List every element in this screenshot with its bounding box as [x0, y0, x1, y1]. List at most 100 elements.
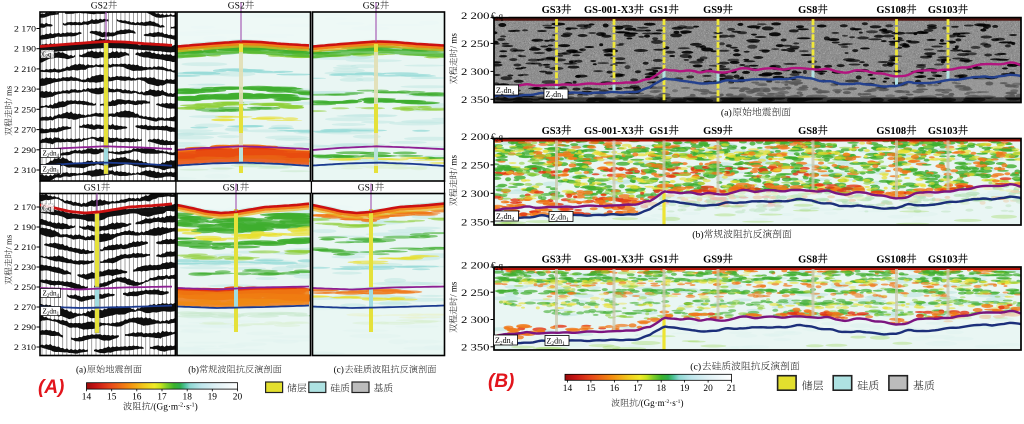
svg-text:(b): (b) [188, 365, 199, 375]
svg-text:(B): (B) [488, 371, 514, 392]
svg-text:(A): (A) [38, 377, 64, 398]
svg-text:GS8: GS8 [798, 5, 817, 16]
svg-text:2 310: 2 310 [14, 165, 37, 175]
svg-text:2 230: 2 230 [14, 84, 37, 94]
svg-text:GS2: GS2 [228, 2, 245, 12]
svg-text:GS3: GS3 [542, 5, 561, 16]
svg-text:GS-001-X3: GS-001-X3 [584, 126, 634, 137]
svg-text:(b): (b) [692, 230, 703, 241]
svg-text:GS-001-X3: GS-001-X3 [584, 5, 634, 16]
svg-text:2 170: 2 170 [14, 202, 37, 212]
svg-text:GS2: GS2 [363, 2, 380, 12]
svg-text:Z2dn4: Z2dn4 [496, 212, 515, 223]
svg-text:2 250: 2 250 [14, 104, 37, 114]
svg-text:2 200: 2 200 [461, 261, 490, 272]
svg-text:GS103: GS103 [928, 5, 958, 16]
svg-text:Z2dn4: Z2dn4 [495, 336, 514, 347]
svg-text:GS8: GS8 [798, 255, 817, 266]
svg-text:21: 21 [727, 384, 737, 394]
svg-text:2 250: 2 250 [461, 161, 490, 172]
svg-text:GS9: GS9 [703, 5, 722, 16]
svg-text:GS1: GS1 [223, 184, 240, 194]
svg-text:2 300: 2 300 [461, 67, 490, 78]
svg-text:Z2dn1: Z2dn1 [43, 166, 60, 176]
svg-text:17: 17 [633, 384, 643, 394]
svg-text:Z2dn4: Z2dn4 [43, 290, 60, 300]
svg-text:16: 16 [132, 393, 142, 403]
svg-text:2 210: 2 210 [14, 242, 37, 252]
svg-text:€2q: €2q [491, 260, 504, 271]
svg-text:2 210: 2 210 [14, 64, 37, 74]
svg-text:(a): (a) [721, 108, 732, 119]
svg-text:/(Gg·m-2·s-1): /(Gg·m-2·s-1) [151, 402, 198, 413]
svg-text:GS108: GS108 [876, 255, 906, 266]
svg-text:2 250: 2 250 [461, 39, 490, 50]
svg-text:2 300: 2 300 [461, 189, 490, 200]
svg-text:2 270: 2 270 [14, 125, 37, 135]
svg-text:2 190: 2 190 [14, 222, 37, 232]
svg-text:GS108: GS108 [876, 5, 906, 16]
svg-text:GS9: GS9 [703, 255, 722, 266]
svg-text:/ ms: / ms [4, 85, 14, 100]
svg-text:€2q: €2q [42, 51, 52, 60]
svg-text:/ ms: / ms [449, 154, 459, 170]
svg-text:2 250: 2 250 [14, 282, 37, 292]
svg-text:€2q: €2q [491, 132, 504, 143]
svg-text:Z2dn1: Z2dn1 [546, 90, 565, 101]
svg-text:17: 17 [157, 393, 167, 403]
svg-text:14: 14 [82, 393, 92, 403]
svg-text:/ ms: / ms [449, 33, 459, 49]
svg-text:2 200: 2 200 [461, 132, 490, 143]
svg-text:2 250: 2 250 [461, 288, 490, 299]
svg-text:Z2dn4: Z2dn4 [496, 86, 515, 97]
svg-text:2 200: 2 200 [461, 11, 490, 22]
svg-text:18: 18 [657, 384, 667, 394]
svg-text:GS1: GS1 [649, 126, 668, 137]
svg-text:GS3: GS3 [542, 126, 561, 137]
svg-text:16: 16 [610, 384, 620, 394]
svg-text:2 170: 2 170 [14, 24, 37, 34]
svg-text:GS1: GS1 [358, 184, 375, 194]
svg-text:2 290: 2 290 [14, 145, 37, 155]
svg-text:2 300: 2 300 [461, 315, 490, 326]
svg-text:Z2dn1: Z2dn1 [551, 213, 570, 224]
svg-text:GS8: GS8 [798, 126, 817, 137]
svg-text:19: 19 [208, 393, 218, 403]
svg-text:2 350: 2 350 [461, 95, 490, 106]
svg-text:15: 15 [586, 384, 596, 394]
svg-text:GS1: GS1 [649, 255, 668, 266]
svg-text:2 290: 2 290 [14, 322, 37, 332]
svg-text:20: 20 [703, 384, 713, 394]
svg-text:GS1: GS1 [84, 184, 101, 194]
svg-text:2 230: 2 230 [14, 262, 37, 272]
svg-text:€2q: €2q [42, 205, 52, 214]
svg-text:19: 19 [680, 384, 690, 394]
svg-text:GS3: GS3 [542, 255, 561, 266]
svg-text:GS-001-X3: GS-001-X3 [584, 255, 634, 266]
svg-text:Z2dn1: Z2dn1 [43, 308, 60, 318]
svg-text:GS103: GS103 [928, 255, 958, 266]
svg-text:2 270: 2 270 [14, 302, 37, 312]
svg-text:14: 14 [563, 384, 573, 394]
svg-text:GS2: GS2 [91, 2, 108, 12]
svg-text:(c): (c) [690, 362, 701, 373]
svg-text:Z2dn1: Z2dn1 [547, 337, 566, 348]
svg-text:2 190: 2 190 [14, 44, 37, 54]
svg-text:20: 20 [233, 393, 243, 403]
svg-text:/(Gg·m-2·s-1): /(Gg·m-2·s-1) [638, 398, 683, 408]
svg-text:GS1: GS1 [649, 5, 668, 16]
svg-text:(c): (c) [334, 365, 344, 375]
svg-text:GS9: GS9 [703, 126, 722, 137]
svg-text:15: 15 [107, 393, 117, 403]
svg-text:Z2dn4: Z2dn4 [43, 150, 60, 160]
svg-text:2 350: 2 350 [461, 342, 490, 353]
svg-text:2 310: 2 310 [14, 342, 37, 352]
svg-text:18: 18 [183, 393, 193, 403]
svg-text:/ ms: / ms [4, 234, 14, 249]
svg-text:/ ms: / ms [449, 281, 459, 297]
svg-text:2 350: 2 350 [461, 217, 490, 228]
svg-text:GS108: GS108 [876, 126, 906, 137]
svg-text:GS103: GS103 [928, 126, 958, 137]
svg-text:(a): (a) [76, 365, 86, 375]
svg-text:€2q: €2q [491, 11, 504, 22]
